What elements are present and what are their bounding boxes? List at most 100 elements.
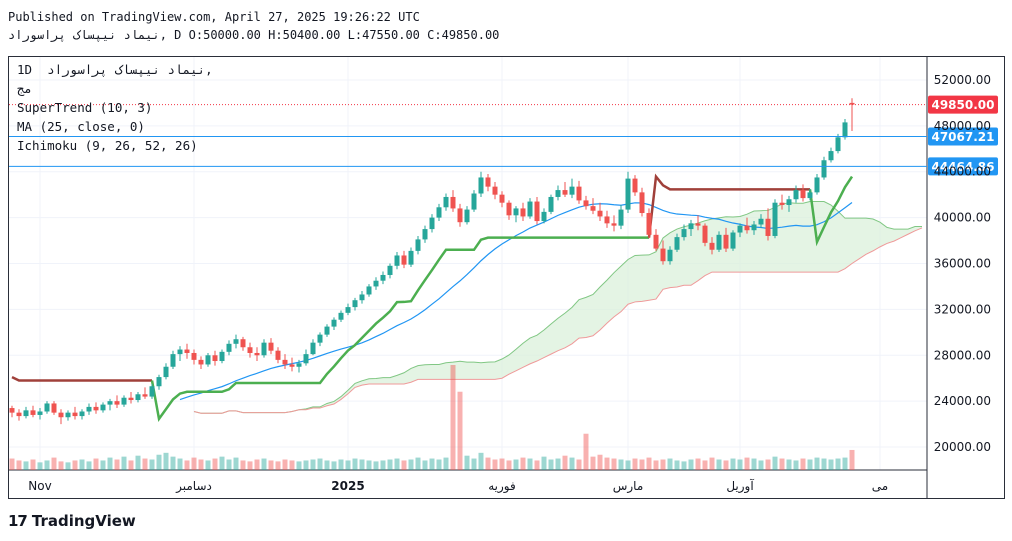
candle (58, 409, 64, 425)
candle-body (779, 202, 785, 205)
candle-body (744, 225, 750, 231)
volume-bar (716, 459, 722, 470)
volume-bar (9, 458, 15, 470)
candle-body (583, 200, 589, 207)
volume-bar (639, 459, 645, 470)
supertrend-up-line (808, 175, 854, 247)
candle (128, 391, 134, 404)
candle-body (716, 234, 722, 250)
candle (485, 174, 491, 192)
candle-body (128, 397, 134, 401)
volume-bar (345, 460, 351, 470)
volume-bar (163, 452, 169, 470)
candle-body (156, 377, 162, 387)
candle (72, 406, 78, 420)
candle (44, 401, 50, 414)
level-label-bg (928, 157, 998, 176)
candle (597, 202, 603, 222)
candle (765, 208, 771, 241)
open-value: 50000.00 (203, 28, 261, 42)
candle (156, 374, 162, 390)
volume-bar (23, 461, 29, 470)
volume-bar (16, 460, 22, 470)
volume-bar (464, 455, 470, 470)
volume-bar (786, 459, 792, 470)
y-tick-label: 28000.00 (934, 348, 991, 362)
candle (149, 383, 155, 399)
candle (324, 324, 330, 337)
candle-body (380, 274, 386, 281)
candle (688, 219, 694, 236)
chart-frame[interactable] (8, 56, 1005, 499)
candle (716, 231, 722, 253)
last-price-label-bg (928, 95, 998, 114)
candle-body (408, 250, 414, 265)
legend-ichimoku[interactable]: Ichimoku (9, 26, 52, 26) (17, 138, 198, 153)
volume-bar (667, 458, 673, 470)
candle-body (254, 352, 260, 356)
candle-body (506, 202, 512, 216)
volume-bar (751, 458, 757, 470)
volume-bar (401, 460, 407, 470)
candle-body (205, 355, 211, 365)
legend-supertrend[interactable]: SuperTrend (10, 3) (17, 100, 153, 115)
candle (464, 206, 470, 225)
candle (772, 199, 778, 239)
candle-body (492, 186, 498, 195)
candle (450, 190, 456, 212)
candle-body (751, 224, 757, 231)
high-value: 50400.00 (282, 28, 341, 42)
volume-bar (359, 459, 365, 470)
candle-body (429, 217, 435, 230)
volume-bar (485, 457, 491, 470)
level-price-label: 44464.86 (931, 160, 994, 174)
candle-body (569, 186, 575, 195)
candle-body (807, 192, 813, 199)
candle (821, 156, 827, 180)
candle (79, 409, 85, 420)
candle (653, 229, 659, 251)
tradingview-logo[interactable]: 17 TradingView (8, 512, 136, 530)
candle (233, 334, 239, 349)
candle (408, 247, 414, 267)
candle (429, 214, 435, 233)
candle-body (597, 210, 603, 217)
x-tick-label: فوریه (488, 479, 516, 494)
candle (9, 405, 15, 418)
x-tick-label: مارس (613, 479, 644, 494)
volume-bar (569, 457, 575, 470)
volume-bar (303, 460, 309, 470)
candle-body (394, 255, 400, 266)
candle-body (660, 248, 666, 262)
x-tick-label: دسامبر (175, 479, 212, 494)
published-line: Published on TradingView.com, April 27, … (8, 10, 420, 24)
candle-body (107, 401, 113, 405)
y-tick-label: 32000.00 (934, 302, 991, 316)
volume-bar (30, 459, 36, 470)
candle-body (79, 411, 85, 417)
candle-body (828, 151, 834, 161)
candle (828, 147, 834, 163)
candle-body (114, 401, 120, 405)
candle-body (464, 209, 470, 223)
legend-ma[interactable]: MA (25, close, 0) (17, 119, 145, 134)
candle (751, 221, 757, 235)
candle (562, 182, 568, 197)
candle-body (814, 177, 820, 193)
candle-body (730, 232, 736, 249)
candle-body (772, 202, 778, 236)
candle (849, 98, 855, 131)
candle-body (702, 225, 708, 243)
volume-bar (429, 458, 435, 470)
volume-bar (317, 458, 323, 470)
volume-bar (275, 461, 281, 470)
volume-bar (366, 460, 372, 470)
y-tick-label: 52000.00 (934, 73, 991, 87)
candle (744, 217, 750, 234)
volume-bar (44, 460, 50, 470)
candle (261, 339, 267, 358)
candle (800, 184, 806, 202)
candle (345, 303, 351, 316)
candle (352, 297, 358, 311)
